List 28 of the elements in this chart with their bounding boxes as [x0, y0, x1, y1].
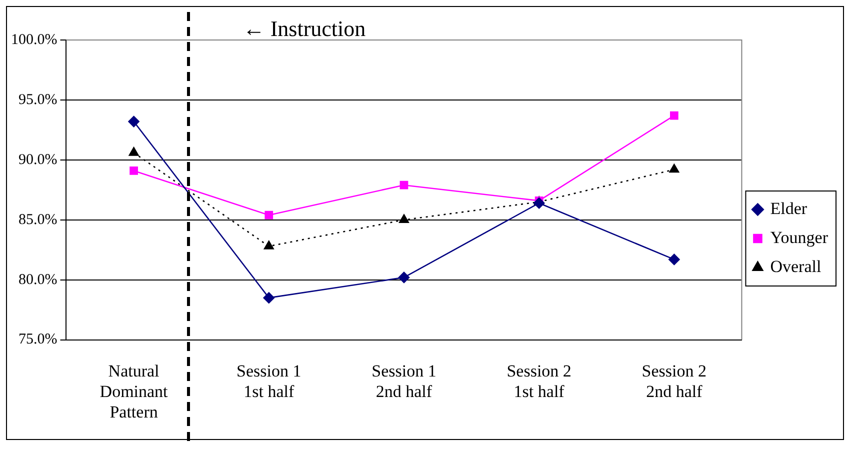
- y-tick-label: 100.0%: [10, 32, 58, 48]
- point: [128, 116, 140, 128]
- point: [398, 272, 410, 284]
- y-tick-label: 75.0%: [18, 332, 58, 348]
- x-tick-label: Natural Dominant Pattern: [100, 361, 168, 422]
- legend-label: Younger: [770, 228, 828, 247]
- point: [128, 147, 139, 156]
- point: [399, 214, 409, 224]
- y-tick-label: 85.0%: [18, 212, 58, 228]
- y-tick-label: 80.0%: [18, 272, 58, 288]
- point: [668, 254, 680, 266]
- point: [264, 240, 274, 250]
- point: [670, 111, 678, 120]
- y-tick-label: 90.0%: [18, 152, 58, 168]
- point: [130, 166, 138, 175]
- y-tick-label: 95.0%: [18, 92, 58, 108]
- point: [263, 292, 275, 304]
- x-tick-label: Session 2 1st half: [506, 361, 572, 401]
- x-tick-label: Session 1 2nd half: [372, 361, 436, 401]
- legend-label: Elder: [770, 198, 808, 218]
- point: [264, 210, 274, 220]
- x-tick-label: Session 2 2nd half: [642, 361, 707, 401]
- x-tick-label: Session 1 1st half: [236, 361, 302, 401]
- point: [533, 197, 545, 209]
- legend-label: Overall: [770, 256, 822, 276]
- annotation: ← Instruction: [242, 16, 366, 42]
- point: [400, 180, 408, 190]
- point: [669, 164, 680, 173]
